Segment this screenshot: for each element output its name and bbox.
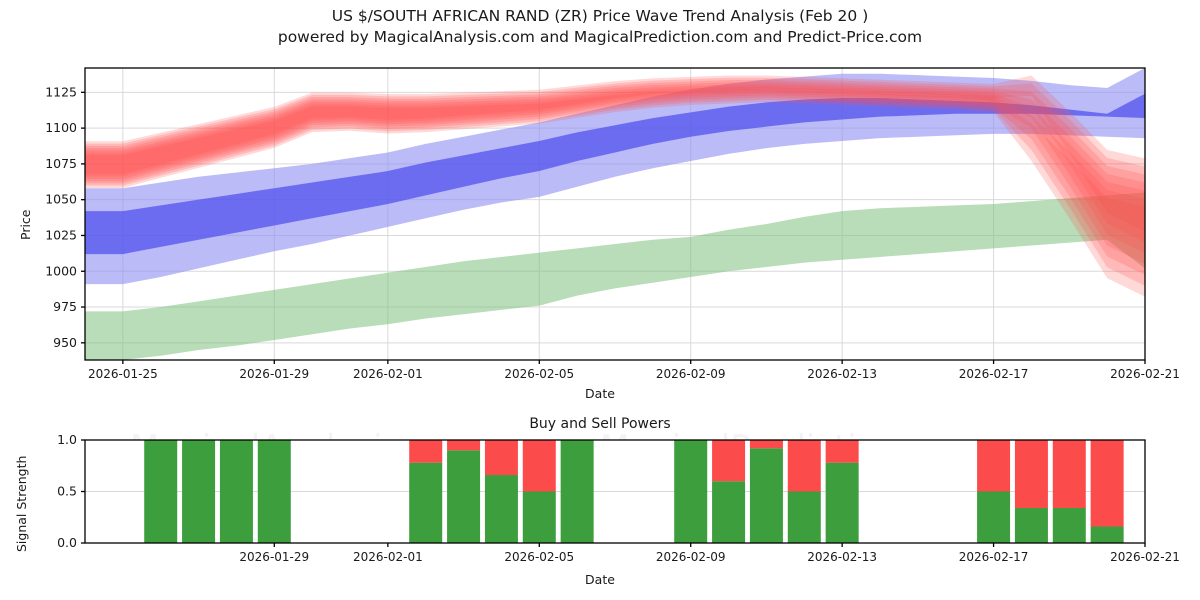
price-y-axis-label: Price <box>18 209 33 241</box>
price-x-tick: 2026-02-05 <box>504 367 574 381</box>
price-y-tick: 1025 <box>45 227 77 242</box>
power-bar <box>825 440 859 543</box>
power-x-tick: 2026-02-21 <box>1110 550 1180 564</box>
price-x-tick: 2026-01-29 <box>239 367 309 381</box>
price-x-axis-label: Date <box>585 386 615 401</box>
power-bar <box>749 440 783 543</box>
price-x-tick: 2026-01-25 <box>88 367 158 381</box>
price-y-tick: 1050 <box>45 192 77 207</box>
power-y-tick: 0.5 <box>57 484 77 499</box>
power-x-tick: 2026-02-17 <box>959 550 1029 564</box>
price-x-tick: 2026-02-01 <box>353 367 423 381</box>
power-bar <box>787 440 821 543</box>
power-bar <box>144 440 178 543</box>
power-chart: 0.0 0.5 1.0 2026-01-29 2026-02-01 2026-02-05 2… <box>0 430 1200 600</box>
power-x-tick: 2026-02-01 <box>353 550 423 564</box>
power-bar <box>1090 440 1124 543</box>
price-y-tick: 1000 <box>45 263 77 278</box>
price-x-tick: 2026-02-21 <box>1110 367 1180 381</box>
price-y-tick: 1125 <box>45 84 77 99</box>
power-bar <box>674 440 708 543</box>
power-y-tick: 1.0 <box>57 432 77 447</box>
price-y-tick: 1100 <box>45 120 77 135</box>
price-chart: 950 975 1000 1025 1050 1075 1100 1125 2026-01-25… <box>45 67 1180 381</box>
power-x-tick: 2026-01-29 <box>239 550 309 564</box>
power-x-axis-label: Date <box>585 572 615 587</box>
power-bar <box>560 440 594 543</box>
power-x-tick: 2026-02-13 <box>807 550 877 564</box>
power-bar <box>447 440 481 543</box>
page-subtitle: powered by MagicalAnalysis.com and Magic… <box>277 28 923 46</box>
power-chart-title: Buy and Sell Powers <box>529 416 671 432</box>
power-bar <box>522 440 556 543</box>
power-y-axis-label: Signal Strength <box>14 455 29 552</box>
power-x-tick: 2026-02-09 <box>656 550 726 564</box>
power-bar <box>1052 440 1086 543</box>
power-x-tick: 2026-02-05 <box>504 550 574 564</box>
price-x-tick: 2026-02-09 <box>656 367 726 381</box>
price-y-tick: 950 <box>53 335 77 350</box>
power-bar <box>409 440 443 543</box>
power-bar <box>182 440 216 543</box>
price-y-tick: 975 <box>53 299 77 314</box>
chart-title-block: US $/SOUTH AFRICAN RAND (ZR) Price Wave … <box>0 6 1200 48</box>
power-bar <box>977 440 1011 543</box>
power-bar <box>484 440 518 543</box>
power-bar <box>1014 440 1048 543</box>
power-bar <box>257 440 291 543</box>
price-x-tick: 2026-02-17 <box>959 367 1029 381</box>
power-bar <box>712 440 746 543</box>
page-title: US $/SOUTH AFRICAN RAND (ZR) Price Wave … <box>331 7 869 25</box>
price-chart-svg: 950 975 1000 1025 1050 1075 1100 1125 2026-01-25… <box>45 67 1180 381</box>
power-chart-svg: 0.0 0.5 1.0 2026-01-29 2026-02-01 2026-02-05 2… <box>57 432 1180 564</box>
price-y-tick: 1075 <box>45 156 77 171</box>
power-y-tick: 0.0 <box>57 535 77 550</box>
price-x-tick: 2026-02-13 <box>807 367 877 381</box>
power-bar <box>219 440 253 543</box>
